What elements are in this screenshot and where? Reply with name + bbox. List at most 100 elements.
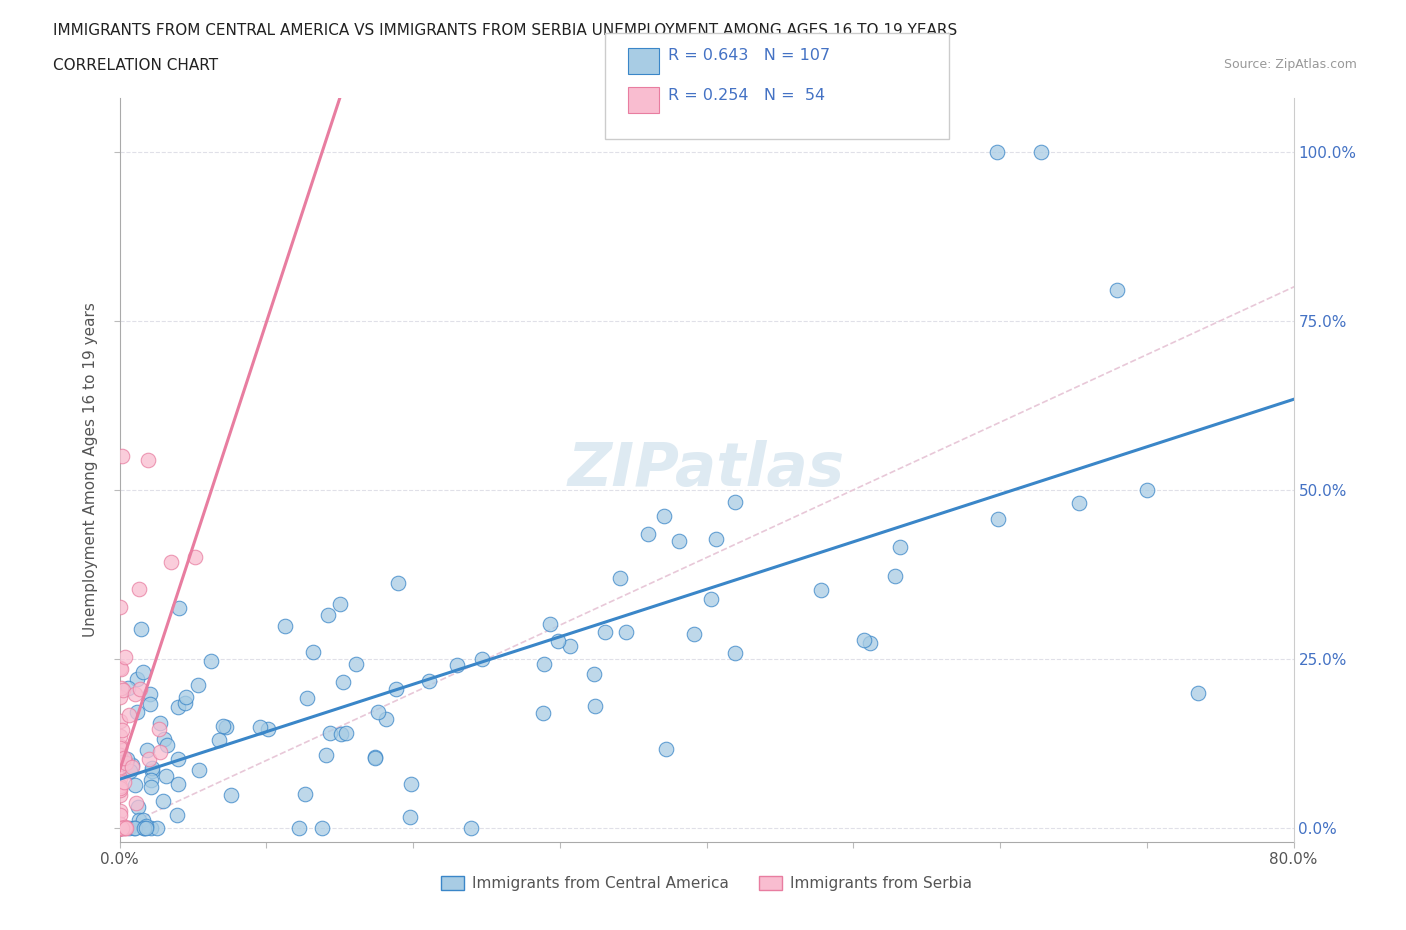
Point [108, 729, 131, 744]
Point [141, 779, 163, 794]
Point [288, 820, 311, 835]
Point [344, 657, 367, 671]
Point [149, 744, 172, 759]
Legend: Immigrants from Central America, Immigrants from Serbia: Immigrants from Central America, Immigra… [434, 870, 979, 897]
Point [330, 726, 353, 741]
Point [121, 758, 143, 773]
Point [156, 737, 179, 752]
Text: IMMIGRANTS FROM CENTRAL AMERICA VS IMMIGRANTS FROM SERBIA UNEMPLOYMENT AMONG AGE: IMMIGRANTS FROM CENTRAL AMERICA VS IMMIG… [53, 23, 957, 38]
Point [387, 576, 409, 591]
Point [853, 633, 876, 648]
Text: R = 0.254   N =  54: R = 0.254 N = 54 [668, 88, 825, 103]
Point [135, 818, 157, 833]
Point [132, 813, 155, 828]
Point [374, 711, 396, 726]
Point [108, 787, 131, 802]
Point [108, 820, 131, 835]
Point [112, 751, 135, 765]
Point [141, 761, 163, 776]
Point [125, 671, 148, 686]
Point [531, 706, 554, 721]
Point [114, 820, 136, 835]
Point [332, 675, 354, 690]
Point [583, 699, 606, 714]
Point [859, 635, 882, 650]
Point [212, 719, 235, 734]
Point [114, 820, 136, 835]
Point [108, 820, 131, 835]
Point [118, 764, 141, 778]
Point [108, 714, 131, 729]
Point [141, 820, 163, 835]
Point [257, 722, 280, 737]
Point [111, 820, 134, 835]
Point [167, 699, 190, 714]
Point [810, 583, 832, 598]
Point [108, 820, 131, 835]
Point [654, 509, 676, 524]
Point [112, 774, 135, 789]
Point [115, 755, 138, 770]
Point [668, 534, 690, 549]
Point [700, 591, 723, 606]
Point [184, 550, 207, 565]
Point [108, 739, 131, 754]
Point [219, 788, 242, 803]
Point [127, 799, 149, 814]
Point [297, 691, 319, 706]
Point [117, 681, 139, 696]
Point [135, 820, 157, 835]
Point [460, 820, 482, 835]
Point [174, 690, 197, 705]
Point [319, 725, 342, 740]
Point [108, 820, 131, 835]
Point [108, 600, 131, 615]
Point [108, 820, 131, 835]
Point [683, 627, 706, 642]
Point [446, 658, 468, 672]
Point [533, 657, 555, 671]
Point [108, 778, 131, 793]
Point [108, 820, 131, 835]
Point [1069, 496, 1091, 511]
Point [200, 654, 222, 669]
Point [141, 764, 163, 778]
Point [398, 810, 420, 825]
Point [884, 568, 907, 583]
Point [249, 720, 271, 735]
Point [148, 722, 170, 737]
Point [108, 820, 131, 835]
Point [1136, 483, 1159, 498]
Point [538, 617, 561, 631]
Point [167, 600, 190, 615]
Text: Source: ZipAtlas.com: Source: ZipAtlas.com [1223, 58, 1357, 71]
Point [118, 820, 141, 835]
Point [110, 661, 132, 676]
Point [114, 649, 136, 664]
Point [108, 807, 131, 822]
Point [294, 787, 316, 802]
Y-axis label: Unemployment Among Ages 16 to 19 years: Unemployment Among Ages 16 to 19 years [83, 302, 98, 637]
Point [124, 686, 146, 701]
Point [128, 813, 150, 828]
Point [655, 741, 678, 756]
Point [1107, 283, 1129, 298]
Point [558, 638, 581, 653]
Point [889, 539, 911, 554]
Point [111, 448, 134, 463]
Point [108, 771, 131, 786]
Point [724, 494, 747, 509]
Text: ZIPatlas: ZIPatlas [568, 440, 845, 499]
Point [114, 819, 136, 834]
Point [108, 820, 131, 835]
Point [316, 608, 339, 623]
Point [1187, 685, 1209, 700]
Point [138, 697, 160, 711]
Point [208, 732, 231, 747]
Point [121, 759, 143, 774]
Text: R = 0.643   N = 107: R = 0.643 N = 107 [668, 48, 830, 63]
Point [315, 747, 337, 762]
Point [139, 687, 162, 702]
Point [582, 666, 605, 681]
Point [706, 532, 728, 547]
